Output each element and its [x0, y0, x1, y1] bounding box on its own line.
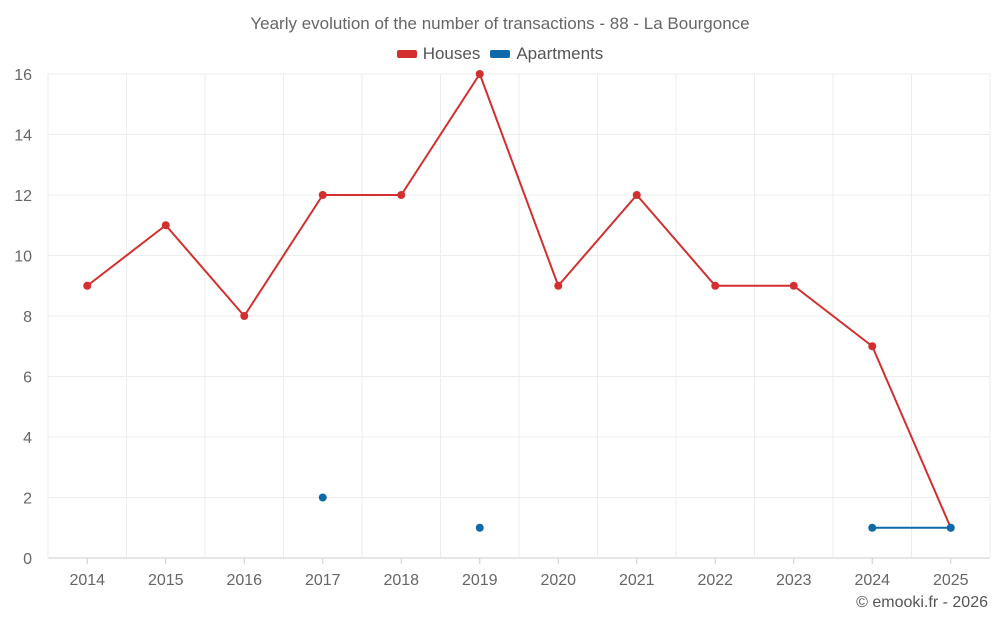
y-tick-label: 16 — [14, 67, 32, 84]
data-point-houses — [554, 281, 563, 290]
series-line-houses — [871, 345, 952, 529]
legend-item-apartments[interactable]: Apartments — [490, 44, 603, 64]
legend-swatch-apartments — [490, 50, 511, 58]
y-tick-label: 0 — [23, 551, 32, 568]
y-tick-label: 10 — [14, 249, 32, 266]
x-tick-label: 2023 — [776, 572, 812, 589]
series-line-houses — [400, 73, 481, 196]
y-tick-label: 2 — [23, 491, 32, 508]
credit-text: © emooki.fr - 2026 — [856, 594, 988, 611]
data-point-houses — [318, 191, 327, 199]
series-line-houses — [243, 194, 324, 317]
x-tick-label: 2021 — [619, 572, 655, 589]
data-point-apartments — [475, 523, 484, 532]
x-tick-label: 2019 — [462, 572, 498, 589]
y-tick-label: 4 — [23, 430, 32, 447]
legend-label-apartments: Apartments — [516, 44, 604, 63]
x-tick-label: 2020 — [540, 572, 576, 589]
legend: Houses Apartments — [0, 44, 1000, 64]
y-tick-label: 14 — [14, 128, 32, 145]
x-tick-label: 2024 — [854, 572, 890, 589]
y-tick-label: 6 — [23, 370, 32, 387]
y-tick-label: 12 — [14, 188, 32, 205]
data-point-apartments — [946, 523, 955, 532]
data-point-houses — [868, 342, 877, 351]
series-line-houses — [478, 73, 560, 287]
series-line-houses — [164, 224, 246, 317]
x-tick-label: 2017 — [305, 572, 341, 589]
x-tick-label: 2014 — [69, 572, 105, 589]
data-point-apartments — [318, 493, 327, 502]
series-line-houses — [86, 224, 167, 287]
data-point-apartments — [868, 523, 877, 532]
chart-title: Yearly evolution of the number of transa… — [250, 14, 750, 33]
legend-item-houses[interactable]: Houses — [396, 44, 481, 64]
data-point-houses — [240, 312, 249, 320]
data-point-houses — [711, 281, 720, 290]
data-point-houses — [632, 191, 641, 199]
x-tick-label: 2022 — [697, 572, 733, 589]
data-point-houses — [475, 70, 484, 78]
y-tick-label: 8 — [23, 309, 32, 326]
data-point-houses — [161, 221, 170, 230]
data-point-houses — [397, 191, 406, 199]
series-line-houses — [557, 194, 638, 287]
data-point-houses — [789, 281, 798, 290]
x-tick-label: 2016 — [226, 572, 262, 589]
x-tick-label: 2015 — [148, 572, 184, 589]
legend-swatch-houses — [396, 50, 417, 58]
legend-label-houses: Houses — [422, 44, 481, 63]
x-tick-label: 2018 — [383, 572, 419, 589]
series-line-houses — [635, 194, 717, 287]
data-point-houses — [83, 281, 92, 290]
series-line-houses — [792, 284, 874, 348]
x-tick-label: 2025 — [933, 572, 969, 589]
